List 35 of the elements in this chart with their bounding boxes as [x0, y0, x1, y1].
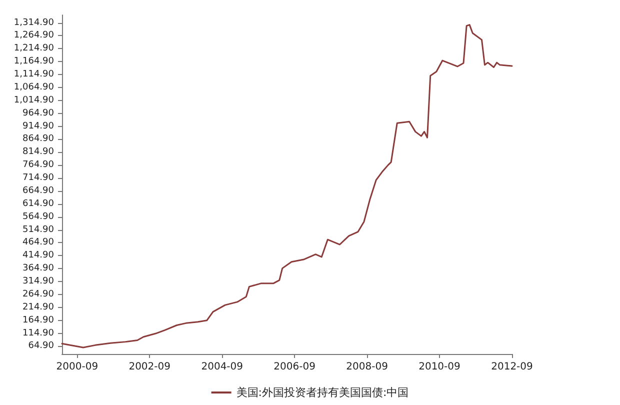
y-tick-label: 314.90 [22, 276, 54, 287]
y-tick-label: 1,114.90 [14, 70, 54, 80]
y-tick-label: 414.90 [22, 250, 54, 261]
line-series [61, 24, 513, 348]
y-tick-label: 64.90 [28, 341, 54, 352]
y-tick-label: 364.90 [22, 264, 54, 274]
y-tick-label: 564.90 [22, 212, 54, 222]
x-tick-label: 2008-09 [346, 362, 388, 372]
y-tick-label: 764.90 [22, 160, 54, 170]
x-tick-label: 2004-09 [201, 362, 244, 372]
x-tick-label: 2010-09 [418, 362, 460, 372]
y-tick-label: 964.90 [22, 108, 54, 118]
y-tick-label: 1,314.90 [14, 18, 54, 28]
y-tick-label: 714.90 [22, 173, 54, 184]
y-tick-label: 464.90 [22, 238, 54, 248]
y-tick-label: 614.90 [22, 198, 54, 209]
y-tick-label: 914.90 [22, 121, 54, 132]
y-tick-label: 1,014.90 [14, 95, 54, 106]
y-tick-label: 164.90 [22, 315, 54, 326]
y-tick-label: 1,264.90 [14, 30, 54, 41]
y-tick-label: 514.90 [22, 224, 54, 235]
x-tick-label: 2012-09 [491, 362, 533, 372]
y-tick-label: 114.90 [22, 328, 54, 338]
y-tick-label: 1,164.90 [14, 56, 54, 67]
y-tick-label: 864.90 [22, 134, 54, 144]
legend-label: 美国:外国投资者持有美国国债:中国 [236, 386, 409, 399]
x-tick-label: 2002-09 [128, 362, 170, 372]
x-tick-label: 2000-09 [56, 362, 98, 372]
y-tick-label: 264.90 [22, 289, 54, 300]
y-tick-label: 1,064.90 [14, 82, 54, 92]
y-tick-label: 814.90 [22, 147, 54, 158]
y-tick-label: 1,214.90 [14, 44, 54, 54]
y-tick-label: 214.90 [22, 302, 54, 312]
x-tick-label: 2006-09 [274, 362, 316, 372]
y-tick-label: 664.90 [22, 186, 54, 196]
